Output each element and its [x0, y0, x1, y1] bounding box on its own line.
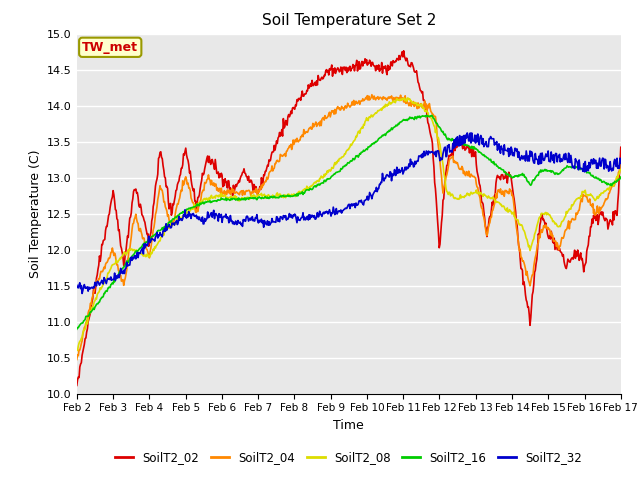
X-axis label: Time: Time: [333, 419, 364, 432]
Legend: SoilT2_02, SoilT2_04, SoilT2_08, SoilT2_16, SoilT2_32: SoilT2_02, SoilT2_04, SoilT2_08, SoilT2_…: [111, 446, 587, 469]
Title: Soil Temperature Set 2: Soil Temperature Set 2: [262, 13, 436, 28]
Y-axis label: Soil Temperature (C): Soil Temperature (C): [29, 149, 42, 278]
Text: TW_met: TW_met: [82, 41, 138, 54]
